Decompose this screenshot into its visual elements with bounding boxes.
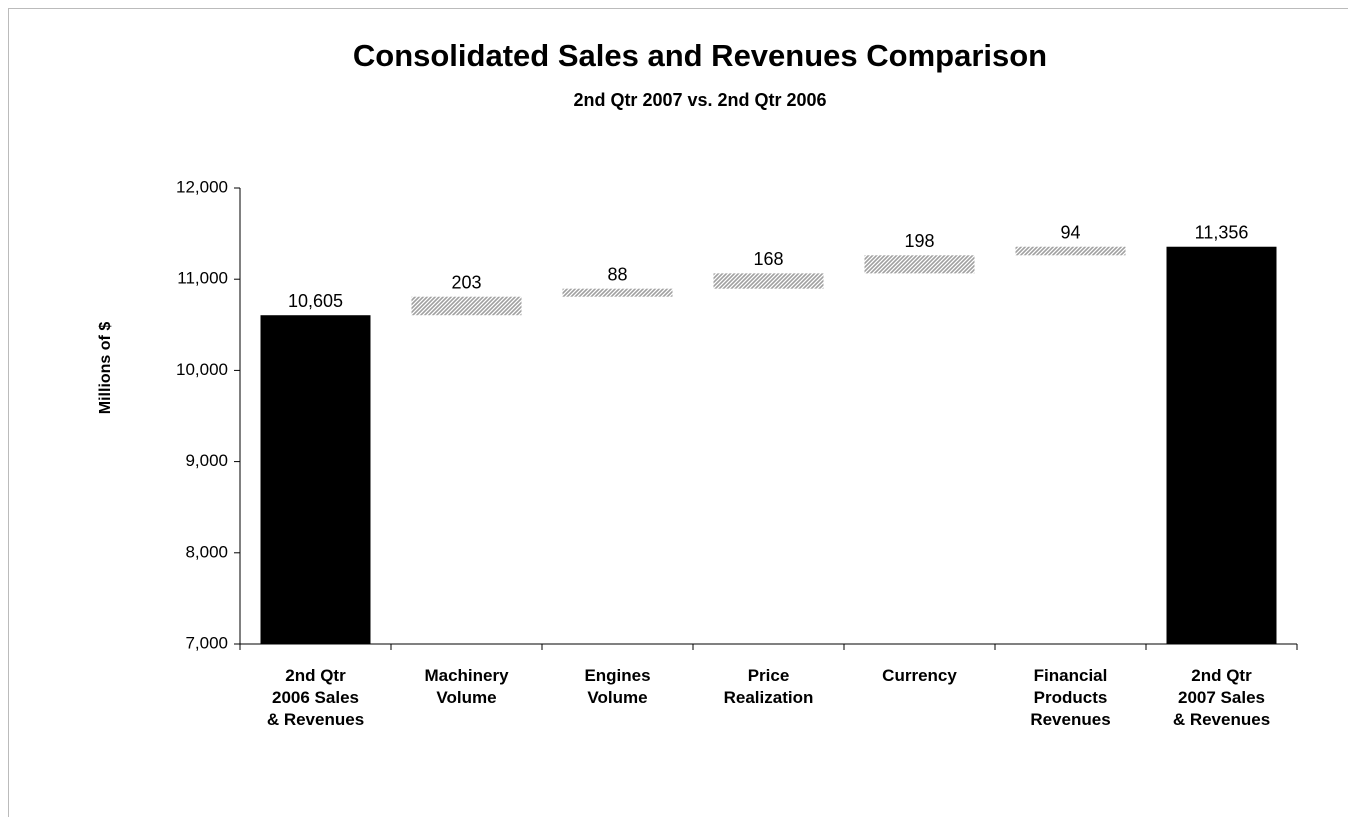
y-tick-label: 8,000 [185, 542, 228, 561]
y-tick-label: 10,000 [176, 360, 228, 379]
x-tick-label: Price Realization [723, 666, 814, 707]
delta-bar [562, 288, 673, 297]
total-bar [1166, 246, 1277, 645]
value-label: 88 [607, 264, 627, 284]
x-tick-label: 2nd Qtr 2007 Sales & Revenues [1172, 666, 1271, 729]
value-label: 198 [904, 231, 934, 251]
y-tick-label: 11,000 [177, 269, 228, 288]
y-axis-label: Millions of $ [97, 322, 114, 415]
chart-title: Consolidated Sales and Revenues Comparis… [353, 38, 1047, 73]
x-tick-label: Currency [882, 666, 957, 685]
value-label: 94 [1060, 222, 1080, 242]
y-tick-label: 12,000 [176, 177, 228, 196]
delta-bar [864, 255, 975, 274]
delta-bar [1015, 246, 1126, 256]
y-tick-label: 9,000 [185, 451, 228, 470]
x-tick-label: Financial Products Revenues [1030, 666, 1111, 729]
x-tick-label: Engines Volume [584, 666, 651, 707]
delta-bar [713, 273, 824, 289]
chart-frame [8, 8, 1348, 817]
x-tick-label: Machinery Volume [424, 666, 509, 707]
y-tick-label: 7,000 [185, 633, 228, 652]
value-label: 168 [753, 249, 783, 269]
chart-subtitle: 2nd Qtr 2007 vs. 2nd Qtr 2006 [573, 90, 826, 110]
delta-bar [411, 296, 522, 316]
value-label: 10,605 [288, 291, 343, 311]
value-label: 203 [451, 272, 481, 292]
total-bar [260, 315, 371, 644]
value-label: 11,356 [1195, 222, 1249, 242]
x-tick-label: 2nd Qtr 2006 Sales & Revenues [266, 666, 365, 729]
